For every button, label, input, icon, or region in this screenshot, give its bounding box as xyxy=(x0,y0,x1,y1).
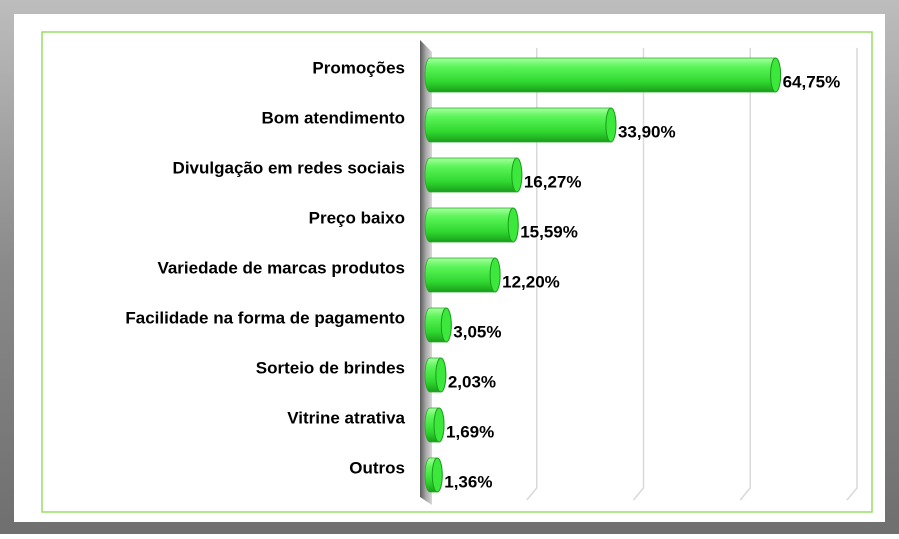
category-label: Outros xyxy=(349,458,405,477)
value-label: 15,59% xyxy=(520,222,578,241)
category-label: Sorteio de brindes xyxy=(256,358,405,377)
category-label: Facilidade na forma de pagamento xyxy=(125,308,405,327)
value-label: 64,75% xyxy=(783,72,841,91)
bar xyxy=(424,207,519,243)
value-label: 2,03% xyxy=(448,372,496,391)
bar-cap xyxy=(435,357,447,393)
bar-cap xyxy=(511,157,523,193)
value-label: 33,90% xyxy=(618,122,676,141)
category-label: Variedade de marcas produtos xyxy=(157,258,405,277)
bar-cap xyxy=(431,457,443,493)
grid-line xyxy=(632,48,645,501)
category-label: Vitrine atrativa xyxy=(287,408,405,427)
grid-line xyxy=(526,48,538,501)
category-label: Bom atendimento xyxy=(261,108,405,127)
bar-cap xyxy=(440,307,452,343)
value-label: 3,05% xyxy=(453,322,501,341)
value-label: 16,27% xyxy=(524,172,582,191)
bar xyxy=(424,257,501,293)
value-label: 12,20% xyxy=(502,272,560,291)
grid-line xyxy=(739,48,751,501)
bar-cap xyxy=(605,107,617,143)
category-label: Preço baixo xyxy=(309,208,405,227)
bar-cap xyxy=(489,257,501,293)
category-label: Divulgação em redes sociais xyxy=(173,158,405,177)
bar xyxy=(424,157,523,193)
bar-cap xyxy=(433,407,445,443)
bar-cap xyxy=(770,57,782,93)
bar xyxy=(424,107,617,143)
value-label: 1,69% xyxy=(446,422,494,441)
category-label: Promoções xyxy=(312,58,405,77)
bar-cap xyxy=(507,207,519,243)
value-label: 1,36% xyxy=(444,472,492,491)
bar xyxy=(424,57,782,93)
grid-line xyxy=(846,48,858,501)
